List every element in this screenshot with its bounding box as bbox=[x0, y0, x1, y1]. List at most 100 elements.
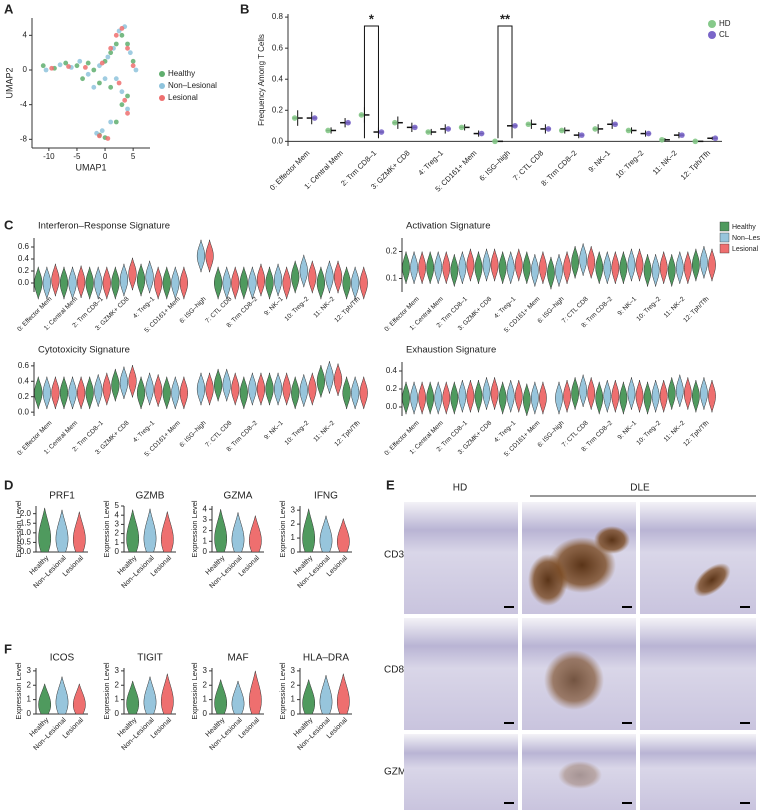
violin bbox=[196, 239, 206, 273]
violin bbox=[72, 511, 86, 553]
violin bbox=[248, 515, 262, 553]
y-tick-label: 2 bbox=[203, 680, 208, 689]
violin bbox=[231, 512, 245, 553]
violin bbox=[351, 266, 360, 300]
point bbox=[77, 58, 83, 64]
violin bbox=[410, 251, 418, 284]
violin bbox=[579, 243, 588, 276]
violin bbox=[595, 381, 604, 415]
point bbox=[127, 50, 133, 56]
y-tick-label: 0 bbox=[203, 709, 208, 718]
point bbox=[113, 41, 119, 47]
x-tick-label: 12: Tph/Tfh bbox=[679, 148, 712, 181]
violin bbox=[42, 376, 51, 410]
mean-point bbox=[659, 136, 665, 143]
mean-point bbox=[625, 127, 632, 134]
violin bbox=[667, 254, 676, 287]
violin bbox=[595, 251, 604, 284]
x-tick-label: 11: NK–2 bbox=[312, 419, 336, 443]
x-tick-label: 6: ISG–high bbox=[477, 148, 511, 182]
violin bbox=[426, 381, 435, 415]
mean-point bbox=[392, 119, 398, 126]
chart-title: Exhaustion Signature bbox=[406, 345, 496, 356]
point bbox=[125, 110, 130, 116]
violin bbox=[162, 266, 171, 300]
x-tick-label: 12: Tph/Tfh bbox=[333, 419, 362, 448]
y-tick-label: 2 bbox=[27, 680, 32, 689]
point bbox=[43, 67, 49, 73]
row-label: CD3 bbox=[384, 550, 404, 561]
violin bbox=[34, 266, 43, 300]
chart-title: Interferon–Response Signature bbox=[38, 221, 170, 232]
y-tick-label: 0.6 bbox=[272, 43, 284, 52]
violin bbox=[160, 511, 174, 553]
violin bbox=[418, 381, 427, 415]
violin bbox=[111, 368, 120, 402]
y-axis-title: Expression Level bbox=[14, 662, 23, 719]
violin bbox=[539, 381, 547, 415]
violin bbox=[514, 248, 523, 282]
legend-marker bbox=[719, 232, 730, 243]
violin bbox=[342, 266, 351, 300]
panel-label: A bbox=[4, 1, 14, 16]
violin bbox=[128, 365, 137, 398]
y-tick-label: 0 bbox=[203, 547, 208, 556]
violin bbox=[659, 379, 668, 413]
x-tick-label: 11: NK–2 bbox=[663, 295, 687, 319]
significance-label: * bbox=[369, 11, 375, 26]
violin bbox=[302, 508, 316, 553]
violin bbox=[68, 376, 77, 410]
y-tick-label: 1 bbox=[27, 695, 32, 704]
violin bbox=[248, 670, 262, 715]
violin bbox=[336, 517, 350, 553]
violin bbox=[506, 379, 515, 413]
y-tick-label: 0 bbox=[291, 547, 296, 556]
point bbox=[108, 50, 114, 56]
stain bbox=[693, 563, 731, 597]
legend-marker bbox=[708, 31, 716, 39]
violin bbox=[359, 266, 368, 300]
violin bbox=[143, 676, 157, 715]
x-tick-label: 11: NK–2 bbox=[663, 419, 687, 443]
violin bbox=[308, 372, 317, 406]
mean-point bbox=[712, 135, 719, 142]
chart-title: GZMA bbox=[224, 491, 253, 502]
violin bbox=[291, 260, 300, 294]
point bbox=[119, 32, 125, 38]
violin bbox=[214, 678, 228, 715]
y-tick-label: 0.4 bbox=[18, 254, 30, 263]
x-tick-label: 9: NK–1 bbox=[586, 148, 612, 174]
mean-point bbox=[445, 126, 452, 132]
point bbox=[108, 119, 114, 125]
x-tick-label: 10: Treg–2 bbox=[635, 295, 662, 322]
violin bbox=[635, 248, 644, 282]
stain bbox=[594, 526, 630, 554]
violin bbox=[482, 248, 491, 282]
mean-point bbox=[412, 124, 418, 131]
mean-point bbox=[425, 129, 432, 135]
scale-bar bbox=[504, 802, 514, 804]
mean-point bbox=[525, 121, 532, 128]
violin bbox=[539, 251, 547, 284]
violin bbox=[450, 254, 459, 287]
chart-title: ICOS bbox=[50, 653, 75, 664]
micrograph bbox=[640, 734, 756, 810]
violin bbox=[708, 379, 716, 413]
legend-marker bbox=[159, 71, 165, 77]
mean-point bbox=[345, 119, 351, 126]
mean-point bbox=[358, 112, 365, 118]
scale-bar bbox=[504, 722, 514, 724]
point bbox=[116, 80, 122, 86]
violin bbox=[498, 251, 507, 284]
panel-label: F bbox=[4, 641, 12, 656]
violin bbox=[691, 248, 700, 282]
violin bbox=[700, 377, 708, 410]
y-tick-label: 0.0 bbox=[20, 547, 32, 556]
violin bbox=[442, 251, 451, 284]
y-tick-label: 2 bbox=[291, 680, 296, 689]
violin bbox=[619, 381, 628, 415]
violin bbox=[571, 377, 579, 410]
y-tick-label: 1 bbox=[291, 533, 296, 542]
violin bbox=[514, 379, 523, 413]
micrograph bbox=[404, 502, 518, 614]
